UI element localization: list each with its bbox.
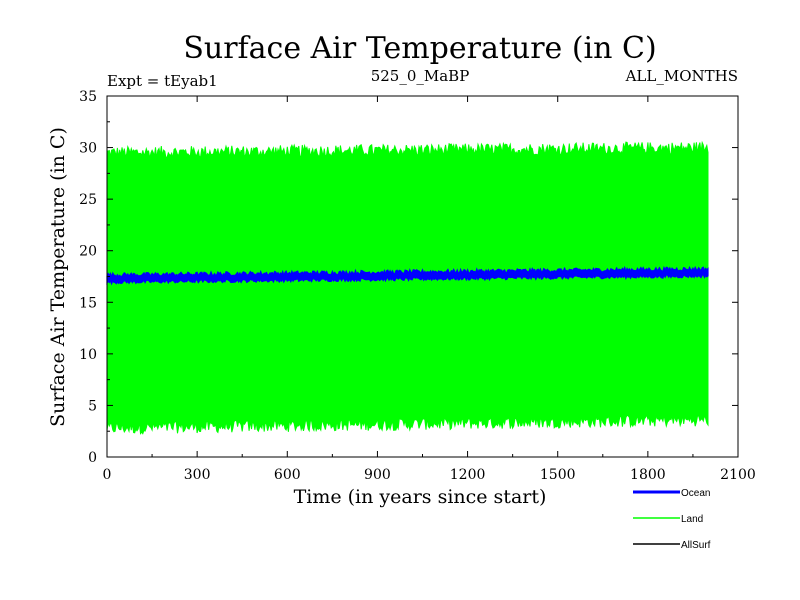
x-tick-label: 900 xyxy=(364,467,391,483)
x-axis-label: Time (in years since start) xyxy=(294,486,547,508)
x-tick-label: 1800 xyxy=(630,467,666,483)
legend-label-allsurf: AllSurf xyxy=(681,540,711,551)
y-tick-label: 20 xyxy=(79,244,97,260)
period-label: 525_0_MaBP xyxy=(371,67,470,85)
chart-title: Surface Air Temperature (in C) xyxy=(183,31,656,66)
series-ocean xyxy=(106,265,709,286)
legend-label-ocean: Ocean xyxy=(681,488,710,499)
y-axis-label: Surface Air Temperature (in C) xyxy=(47,127,69,427)
legend: Ocean Land AllSurf xyxy=(633,488,711,551)
x-tick-label: 0 xyxy=(103,467,112,483)
months-label: ALL_MONTHS xyxy=(625,67,738,85)
legend-label-land: Land xyxy=(681,514,703,525)
x-tick-label: 300 xyxy=(184,467,211,483)
y-tick-label: 0 xyxy=(88,450,97,466)
y-tick-label: 30 xyxy=(79,141,97,157)
x-tick-label: 1200 xyxy=(450,467,486,483)
y-tick-label: 15 xyxy=(79,295,97,311)
y-tick-label: 25 xyxy=(79,192,97,208)
x-tick-label: 2100 xyxy=(720,467,756,483)
axes: 0 300 600 900 1200 1500 1800 2100 0 5 10 15 20 25 30 35 xyxy=(79,89,756,483)
plot-area xyxy=(106,140,709,435)
y-tick-label: 5 xyxy=(88,398,97,414)
x-tick-label: 1500 xyxy=(540,467,576,483)
series-land xyxy=(106,140,709,435)
y-tick-label: 10 xyxy=(79,347,97,363)
experiment-label: Expt = tEyab1 xyxy=(107,72,218,90)
y-tick-label: 35 xyxy=(79,89,97,105)
x-tick-label: 600 xyxy=(274,467,301,483)
